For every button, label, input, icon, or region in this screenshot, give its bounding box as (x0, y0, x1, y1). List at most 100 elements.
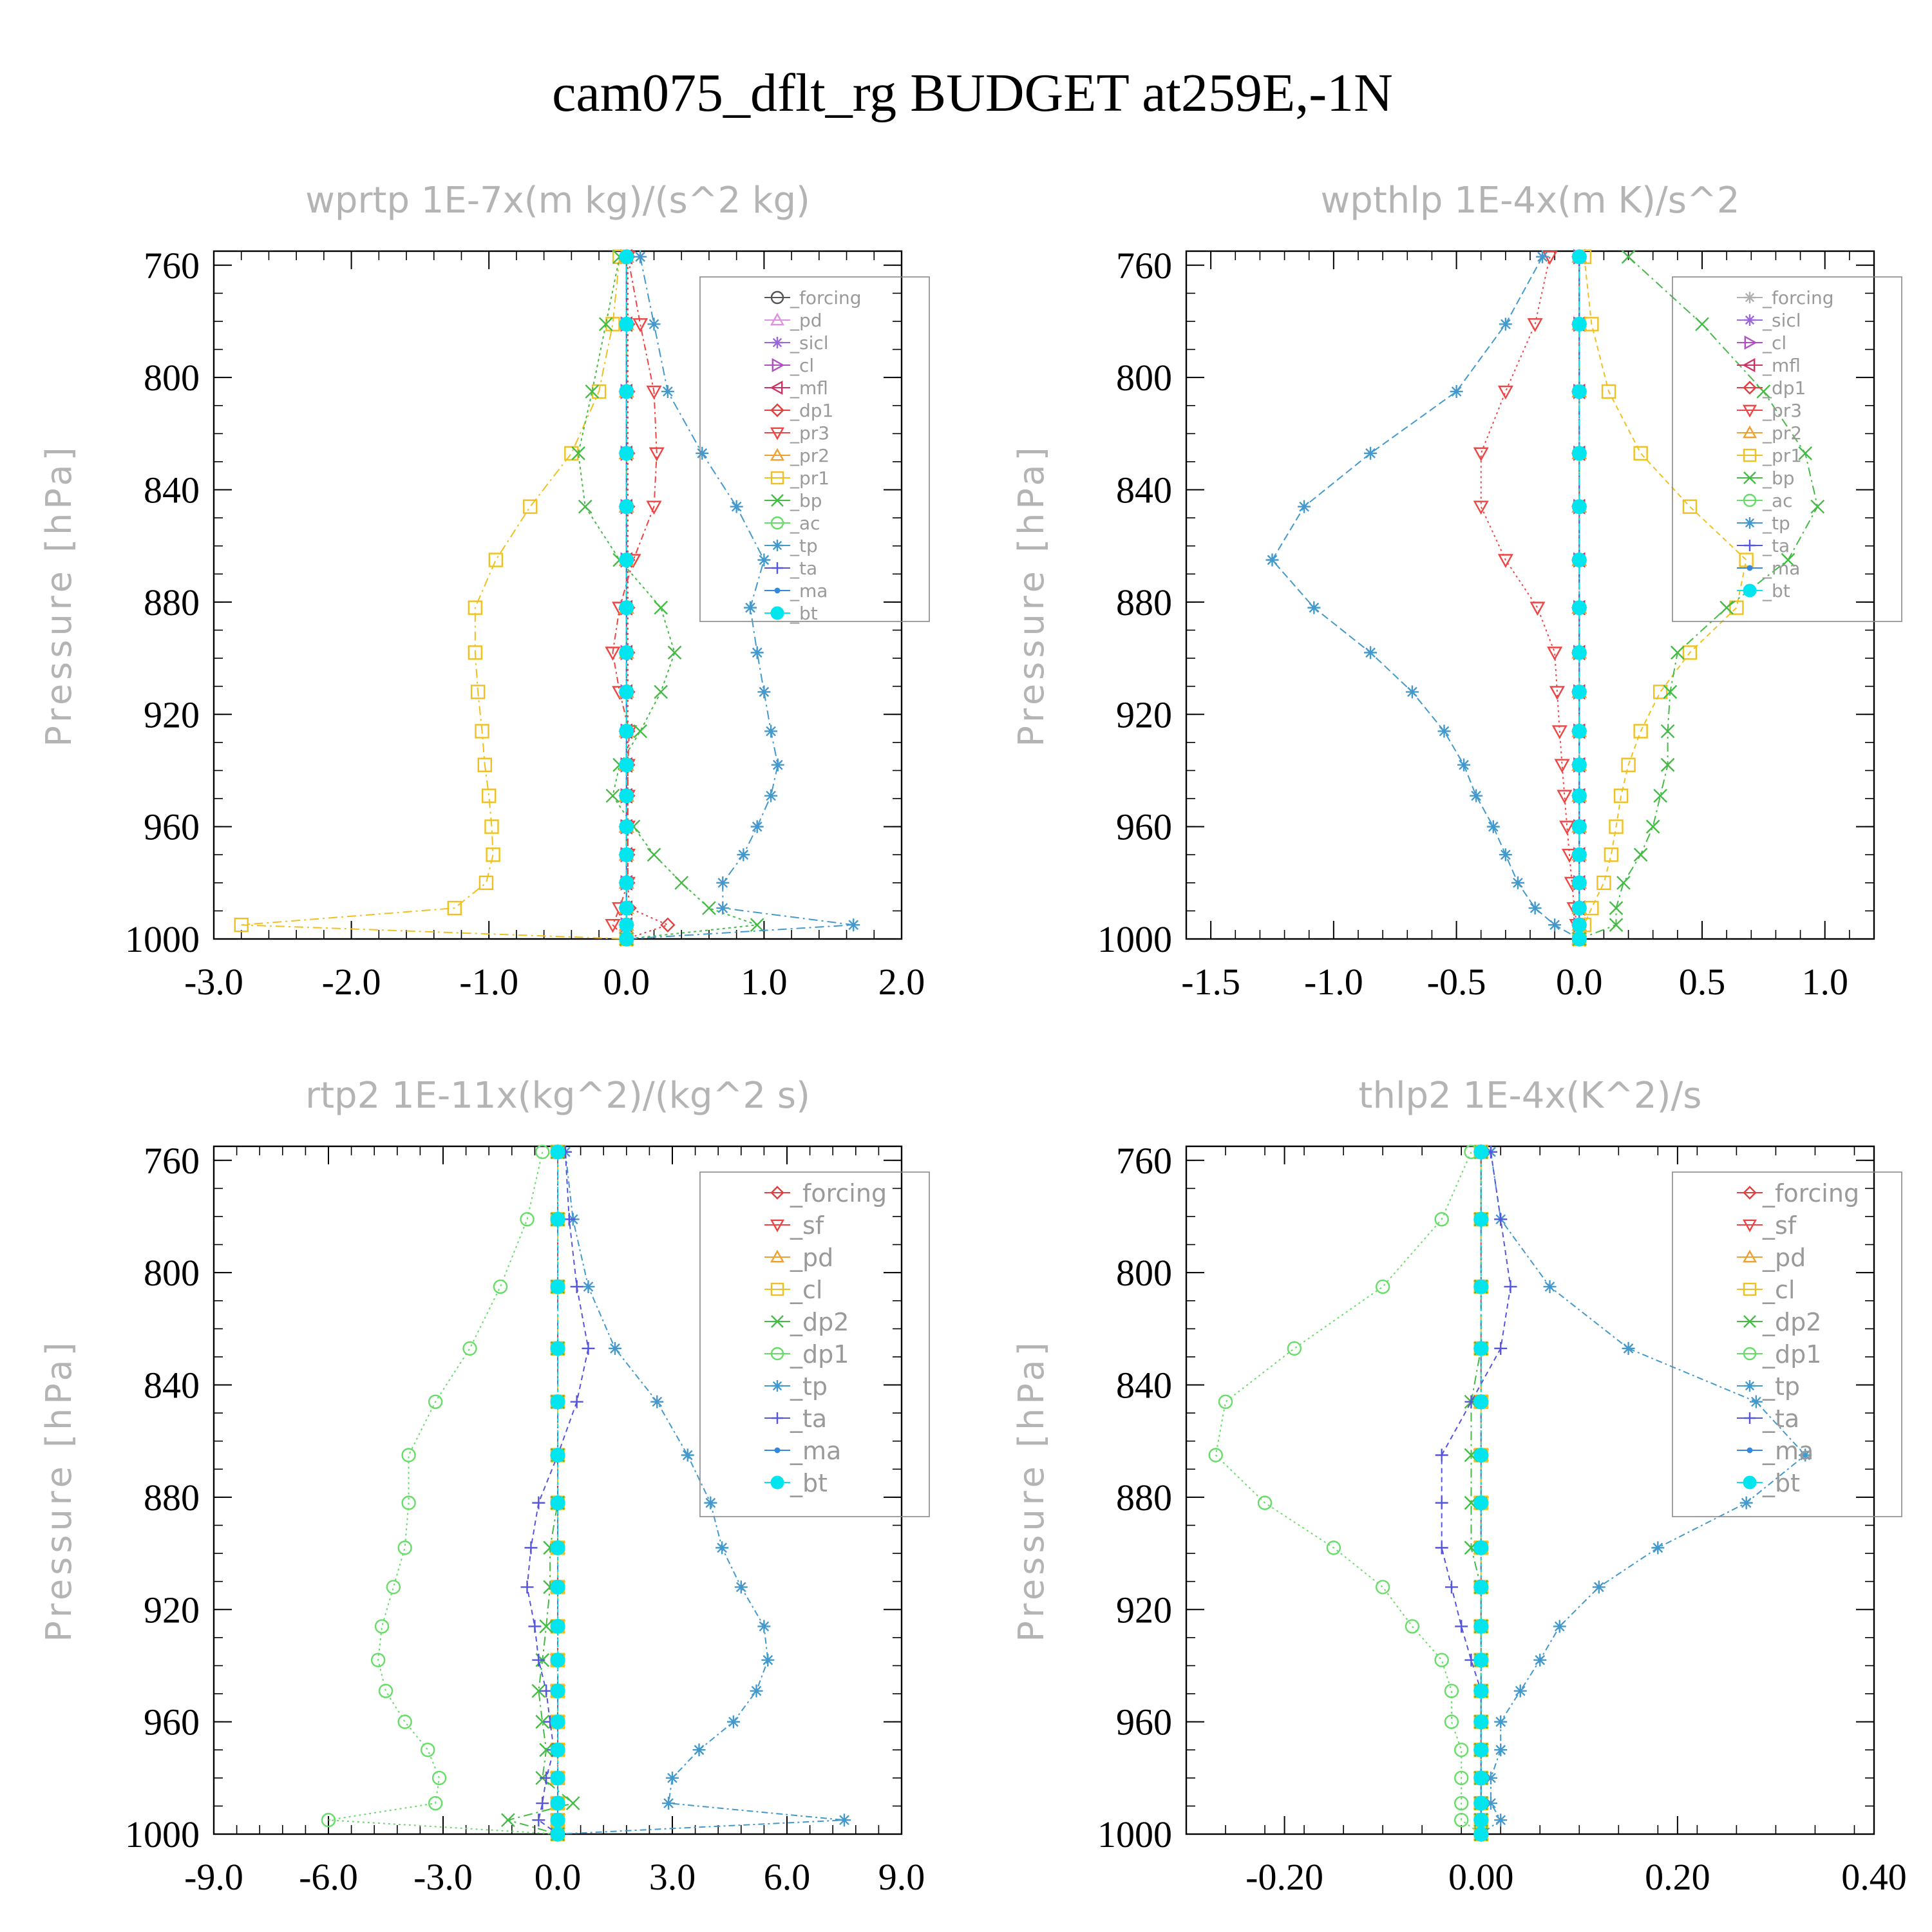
legend-entry: _forcing (1737, 1179, 1859, 1208)
data-point (750, 1684, 763, 1698)
data-point (1609, 819, 1624, 834)
legend-entry: _mfl (1737, 355, 1801, 376)
data-point (1444, 1714, 1459, 1729)
legend-marker (770, 290, 784, 305)
data-point (532, 1496, 545, 1510)
y-tick-label: 880 (144, 1477, 200, 1519)
x-tick-label: 0.20 (1645, 1856, 1710, 1898)
data-point (666, 1771, 679, 1785)
data-point (609, 1341, 621, 1355)
legend-marker (1744, 292, 1756, 303)
data-point (524, 1541, 538, 1555)
data-point (1528, 902, 1542, 915)
legend-marker (1742, 357, 1756, 373)
data-point (647, 848, 661, 862)
data-point (619, 819, 634, 835)
legend-entry: _tp (764, 1372, 828, 1401)
data-point (523, 499, 538, 514)
y-tick-label: 960 (1116, 806, 1172, 848)
legend-marker (770, 1475, 784, 1490)
data-point (1633, 848, 1648, 862)
x-tick-label: 0.0 (1556, 961, 1603, 1003)
legend-entry: _bt (1737, 1469, 1800, 1497)
data-point (744, 601, 757, 614)
data-point (1592, 1580, 1605, 1594)
y-tick-label: 760 (1116, 245, 1172, 287)
data-point (737, 848, 750, 862)
legend-label: _dp1 (1762, 1340, 1821, 1368)
legend-label: _ta (1762, 535, 1790, 556)
legend-marker (1744, 517, 1756, 529)
data-point (386, 1580, 401, 1595)
data-point (1645, 819, 1660, 834)
series-tp (1265, 250, 1586, 945)
data-point (550, 1683, 565, 1699)
legend-label: _forcing (790, 287, 862, 308)
legend-entry: _ta (1737, 1405, 1799, 1433)
legend-marker (771, 494, 784, 507)
data-point (634, 250, 647, 263)
legend-marker (1743, 448, 1757, 462)
legend-label: _mfl (790, 377, 828, 399)
legend-label: _pd (1762, 1244, 1806, 1272)
y-tick-label: 920 (144, 1589, 200, 1631)
data-point (421, 1743, 435, 1757)
data-point (1287, 1341, 1302, 1356)
legend-marker (772, 337, 783, 348)
y-tick-label: 800 (144, 1252, 200, 1294)
data-point (1571, 931, 1587, 947)
legend-entry: _ta (1737, 535, 1790, 556)
data-point (1571, 446, 1587, 461)
data-point (704, 1496, 717, 1510)
data-point (619, 446, 634, 461)
data-point (582, 1341, 595, 1355)
legend-label: _ta (1762, 1405, 1799, 1433)
data-point (1604, 848, 1619, 862)
legend-label: _ta (790, 558, 817, 579)
data-point (550, 1714, 565, 1730)
legend-label: _sf (1762, 1211, 1797, 1240)
legend-entry: _dp1 (1737, 1340, 1821, 1368)
data-point (1208, 1448, 1223, 1463)
data-point (531, 1683, 546, 1698)
data-point (1719, 600, 1734, 615)
data-point (619, 600, 634, 616)
legend-label: _tp (1762, 513, 1790, 534)
series-line (1215, 1151, 1482, 1835)
legend-marker (772, 540, 783, 551)
legend-marker (1744, 314, 1756, 326)
data-point (1571, 316, 1587, 332)
chart-panel-4: thlp2 1E-4x(K^2)/s Pressure [hPa] -0.20 0.0… (1011, 1075, 1907, 1898)
data-point (1549, 686, 1565, 700)
data-point (1473, 1714, 1489, 1730)
data-point (484, 819, 499, 834)
data-point (1695, 317, 1709, 332)
data-point (702, 901, 716, 915)
data-point (475, 724, 489, 739)
data-point (1653, 685, 1668, 699)
y-tick-label: 880 (1116, 1477, 1172, 1519)
data-point (1454, 1770, 1469, 1786)
data-point (1682, 499, 1698, 514)
data-point (1682, 645, 1698, 660)
data-point (550, 1394, 565, 1410)
data-point (585, 384, 600, 399)
data-point (501, 1813, 515, 1828)
legend-box (699, 1171, 930, 1517)
y-tick-label: 1000 (1097, 1814, 1172, 1855)
series-line (328, 1151, 558, 1835)
data-point (1473, 1144, 1489, 1160)
data-point (1504, 1280, 1517, 1293)
series-line (1470, 1151, 1482, 1834)
data-point (550, 1279, 565, 1294)
legend-entry: _bt (764, 1469, 828, 1497)
data-point (1265, 553, 1279, 567)
y-axis-label: Pressure [hPa] (39, 1338, 79, 1642)
data-point (696, 446, 709, 460)
series-pr1 (234, 249, 634, 947)
data-point (1571, 875, 1587, 891)
data-point (520, 1580, 534, 1594)
data-point (550, 1742, 565, 1757)
legend-label: _dp2 (790, 1308, 849, 1336)
data-point (550, 1770, 565, 1786)
